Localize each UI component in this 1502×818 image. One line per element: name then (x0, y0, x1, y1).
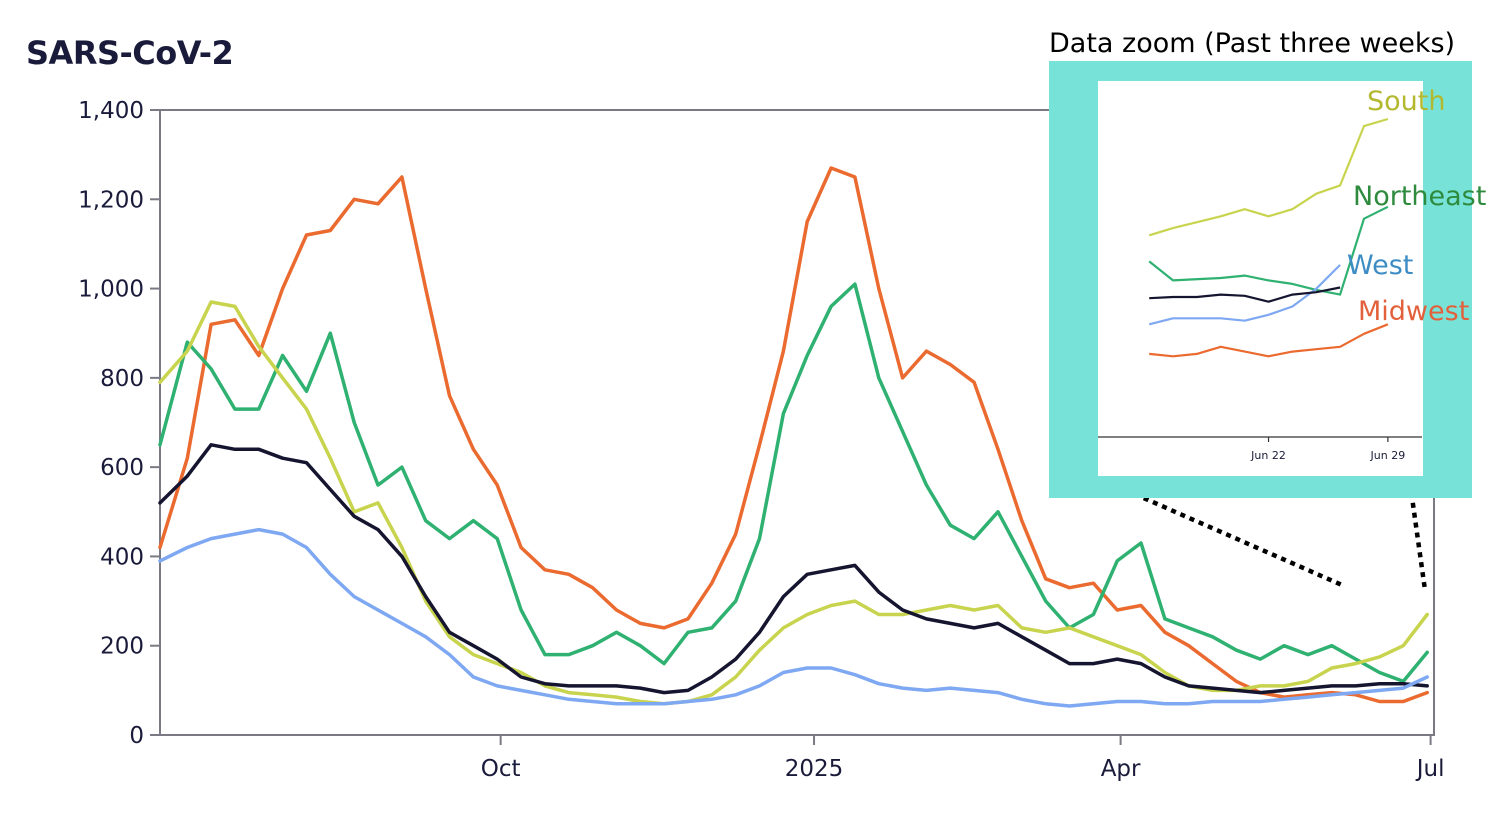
y-tick-label: 200 (100, 634, 144, 660)
main-series (158, 166, 1429, 708)
series-line-midwest (158, 166, 1429, 704)
zoom-series-line-national (1149, 286, 1341, 303)
y-tick-label: 800 (100, 366, 144, 392)
y-tick-label: 1,200 (78, 187, 144, 213)
series-line-south (158, 300, 1429, 706)
chart-title: SARS-CoV-2 (26, 34, 234, 72)
zoom-series-label-west: West (1347, 250, 1413, 281)
x-tick-label: Jul (1415, 756, 1445, 782)
series-line-national (158, 443, 1429, 695)
zoom-x-tick-label: Jun 22 (1250, 449, 1286, 462)
y-tick-label: 1,000 (78, 277, 144, 303)
y-tick-label: 1,400 (78, 98, 144, 124)
zoom-series-label-northeast: Northeast (1353, 181, 1486, 212)
zoom-series-line-midwest (1149, 323, 1389, 358)
x-tick-label: Apr (1101, 756, 1141, 782)
series-line-west (158, 527, 1429, 708)
x-tick-label: Oct (481, 756, 521, 782)
main-axes: 0 200 400 600 800 1,000 1,200 1,400 Oct 2025 Apr Ju… (78, 98, 1444, 782)
series-line-northeast (158, 282, 1429, 684)
zoom-series-line-south (1148, 117, 1389, 237)
zoom-x-tick-label: Jun 29 (1370, 449, 1406, 462)
x-tick-label: 2025 (785, 756, 844, 782)
zoom-series-line-northeast (1148, 205, 1389, 296)
y-tick-label: 400 (100, 544, 144, 570)
y-tick-label: 0 (129, 723, 144, 749)
zoom-connector-right (1407, 482, 1428, 591)
zoom-panel: Jun 22 Jun 29 South Northeast West Midwest (1049, 61, 1486, 591)
zoom-title: Data zoom (Past three weeks) (1049, 28, 1456, 59)
zoom-series-label-south: South (1367, 86, 1445, 117)
y-tick-label: 600 (100, 455, 144, 481)
zoom-series-label-midwest: Midwest (1358, 296, 1469, 327)
